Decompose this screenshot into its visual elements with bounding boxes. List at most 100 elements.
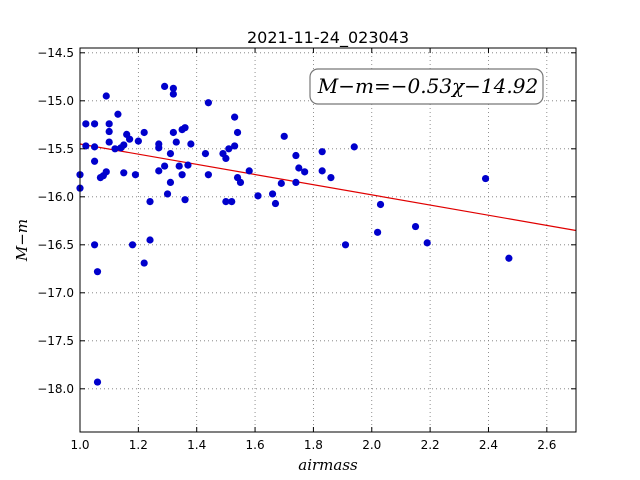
data-point xyxy=(222,154,230,162)
data-point xyxy=(178,171,186,179)
data-point xyxy=(277,179,285,187)
data-point xyxy=(120,141,128,149)
fit-annotation: M−m=−0.53χ−14.92 xyxy=(309,68,544,105)
data-point xyxy=(166,150,175,158)
data-point xyxy=(268,190,277,198)
data-point xyxy=(155,167,163,175)
fit-layer xyxy=(79,143,577,232)
x-tick-label: 1.2 xyxy=(129,438,148,452)
y-tick-label: −17.0 xyxy=(37,286,74,300)
x-axis-label: airmass xyxy=(298,456,358,474)
data-point xyxy=(146,198,154,206)
data-point xyxy=(169,128,177,137)
data-point xyxy=(271,199,280,208)
data-point xyxy=(146,236,154,244)
fit-line xyxy=(79,143,577,232)
data-point xyxy=(254,192,262,200)
data-point xyxy=(327,174,335,182)
y-tick-labels: −14.5 −15.0 −15.5 −16.0 −16.5 −17.0 −17.5 −18.0 xyxy=(37,46,74,396)
data-point xyxy=(245,167,253,175)
x-tick-label: 2.4 xyxy=(479,438,498,452)
data-point xyxy=(374,228,382,236)
data-point xyxy=(105,138,113,146)
data-point xyxy=(140,128,148,137)
data-point xyxy=(318,148,326,156)
data-point xyxy=(111,145,119,153)
data-point xyxy=(201,150,210,158)
data-point xyxy=(292,151,300,160)
data-point xyxy=(105,120,113,128)
data-point xyxy=(295,164,303,172)
data-point xyxy=(181,196,189,204)
annotation-box xyxy=(309,68,544,105)
data-point xyxy=(225,145,233,153)
data-point xyxy=(376,200,385,209)
axis-ticks xyxy=(79,48,576,432)
annotation-text: M−m=−0.53χ−14.92 xyxy=(317,74,538,98)
chart-title: 2021-11-24_023043 xyxy=(247,28,409,48)
data-point xyxy=(102,92,110,100)
data-point xyxy=(93,378,102,386)
data-point xyxy=(82,142,90,150)
data-point xyxy=(204,171,212,179)
data-point xyxy=(423,239,431,247)
data-point xyxy=(481,174,490,183)
data-point xyxy=(93,268,102,276)
data-point xyxy=(301,168,309,176)
data-point xyxy=(163,190,172,198)
data-points xyxy=(76,82,513,386)
data-point xyxy=(128,241,137,249)
data-point xyxy=(90,157,99,165)
data-point xyxy=(350,143,358,151)
data-point xyxy=(236,178,245,186)
data-point xyxy=(341,241,350,249)
data-point xyxy=(161,162,169,170)
data-point xyxy=(166,178,175,186)
data-point xyxy=(228,198,236,206)
y-tick-label: −16.0 xyxy=(37,190,74,204)
x-tick-label: 2.6 xyxy=(537,438,556,452)
data-point xyxy=(90,120,99,128)
plot-frame xyxy=(79,47,577,433)
data-point xyxy=(505,254,513,262)
data-point xyxy=(172,138,180,146)
x-tick-label: 2.0 xyxy=(362,438,381,452)
data-point xyxy=(102,168,110,176)
data-point xyxy=(134,137,142,145)
data-point xyxy=(280,132,288,140)
data-point xyxy=(155,144,163,152)
y-tick-label: −15.5 xyxy=(37,142,74,156)
x-tick-label: 2.2 xyxy=(421,438,440,452)
x-tick-label: 1.4 xyxy=(187,438,206,452)
data-point xyxy=(233,128,242,137)
y-tick-label: −17.5 xyxy=(37,334,74,348)
data-point xyxy=(131,171,140,179)
data-point xyxy=(90,241,99,249)
x-tick-label: 1.8 xyxy=(304,438,323,452)
grid xyxy=(79,48,576,432)
data-point xyxy=(82,120,90,128)
x-tick-label: 1.0 xyxy=(70,438,89,452)
data-point xyxy=(169,84,177,92)
y-tick-label: −15.0 xyxy=(37,94,74,108)
data-point xyxy=(292,178,300,186)
data-point xyxy=(140,259,148,267)
data-point xyxy=(222,198,230,206)
data-point xyxy=(161,82,169,90)
data-point xyxy=(105,127,113,136)
data-point xyxy=(181,124,189,132)
data-point xyxy=(126,135,134,143)
data-point xyxy=(90,143,99,151)
data-point xyxy=(187,140,195,148)
data-point xyxy=(175,162,183,170)
x-tick-labels: 1.0 1.2 1.4 1.6 1.8 2.0 2.2 2.4 2.6 xyxy=(70,438,556,452)
data-point xyxy=(114,110,122,118)
data-point xyxy=(204,99,212,107)
data-point xyxy=(231,142,239,150)
data-point xyxy=(318,167,326,175)
data-point xyxy=(120,169,128,177)
y-axis-label: M−m xyxy=(13,219,31,262)
data-point xyxy=(411,222,420,231)
data-point xyxy=(231,113,239,121)
